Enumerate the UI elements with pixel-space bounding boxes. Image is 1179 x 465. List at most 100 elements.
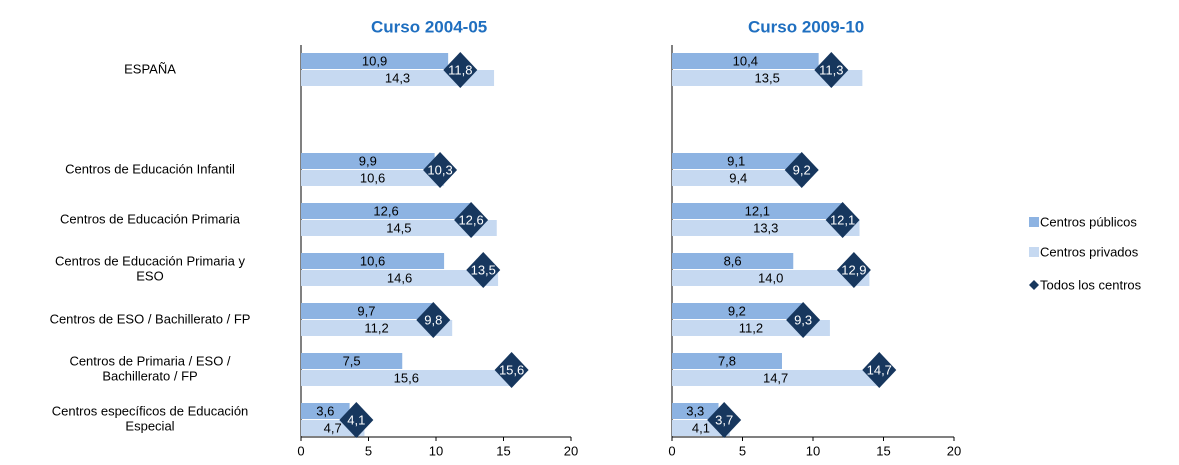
bar xyxy=(301,370,512,386)
diamond-marker xyxy=(339,402,374,438)
data-label: 10,3 xyxy=(427,162,452,177)
panel-title: Curso 2004-05 xyxy=(371,17,487,36)
x-tick-label: 20 xyxy=(564,443,578,458)
legend-label: Todos los centros xyxy=(1040,277,1142,292)
bar xyxy=(672,303,802,319)
bar xyxy=(672,53,819,69)
diamond-marker xyxy=(786,302,821,338)
bar xyxy=(301,170,445,186)
diamond-marker xyxy=(784,152,819,188)
diamond-marker xyxy=(707,402,742,438)
bar xyxy=(301,203,472,219)
category-label: Centros de ESO / Bachillerato / FP xyxy=(50,311,251,326)
diamond-marker xyxy=(862,352,897,388)
data-label: 3,6 xyxy=(316,403,334,418)
bar xyxy=(301,320,453,336)
data-label: 12,9 xyxy=(841,262,866,277)
bar xyxy=(301,70,495,86)
panel-title: Curso 2009-10 xyxy=(748,17,864,36)
category-label: Centros específicos de Educación Especial xyxy=(52,404,249,434)
bar xyxy=(301,353,403,369)
data-label: 12,6 xyxy=(373,203,398,218)
data-label: 4,1 xyxy=(347,412,365,427)
diamond-marker xyxy=(443,52,478,88)
legend-swatch xyxy=(1029,247,1039,257)
bar xyxy=(672,70,863,86)
data-label: 3,3 xyxy=(686,403,704,418)
diamond-marker xyxy=(814,52,849,88)
legend-label: Centros públicos xyxy=(1040,214,1137,229)
data-label: 14,7 xyxy=(867,362,892,377)
data-label: 4,7 xyxy=(324,420,342,435)
x-tick-label: 0 xyxy=(297,443,304,458)
data-label: 9,9 xyxy=(359,153,377,168)
data-label: 14,0 xyxy=(758,270,783,285)
data-label: 13,5 xyxy=(471,262,496,277)
category-label: Centros de Educación Primaria xyxy=(60,211,241,226)
bar xyxy=(672,403,719,419)
data-label: 11,8 xyxy=(448,62,472,77)
data-label: 14,6 xyxy=(387,270,412,285)
x-tick-label: 15 xyxy=(496,443,510,458)
data-label: 14,7 xyxy=(763,370,788,385)
data-label: 4,1 xyxy=(692,420,710,435)
diamond-marker xyxy=(416,302,451,338)
data-label: 9,2 xyxy=(728,303,746,318)
data-label: 8,6 xyxy=(724,253,742,268)
data-label: 9,3 xyxy=(794,312,812,327)
bar xyxy=(672,203,843,219)
diamond-marker xyxy=(466,252,501,288)
data-label: 12,6 xyxy=(458,212,483,227)
data-label: 11,2 xyxy=(364,320,388,335)
category-label: Centros de Primaria / ESO / Bachillerato … xyxy=(69,354,230,384)
legend-swatch xyxy=(1029,217,1039,227)
diamond-marker xyxy=(423,152,458,188)
data-label: 13,3 xyxy=(753,220,778,235)
bar xyxy=(301,253,445,269)
data-label: 9,4 xyxy=(729,170,747,185)
x-tick-label: 20 xyxy=(947,443,961,458)
bar xyxy=(672,253,794,269)
category-label: Centros de Educación Primaria y ESO xyxy=(55,254,246,284)
data-label: 12,1 xyxy=(745,203,770,218)
bar xyxy=(672,170,805,186)
category-label: Centros de Educación Infantil xyxy=(65,161,235,176)
data-label: 10,6 xyxy=(360,170,385,185)
bar xyxy=(672,353,782,369)
data-label: 12,1 xyxy=(830,212,855,227)
data-label: 15,6 xyxy=(394,370,419,385)
data-label: 10,9 xyxy=(362,53,387,68)
x-tick-label: 10 xyxy=(429,443,443,458)
bar xyxy=(672,153,801,169)
legend-swatch xyxy=(1029,280,1039,290)
x-tick-label: 15 xyxy=(876,443,890,458)
bar xyxy=(301,303,432,319)
diamond-marker xyxy=(825,202,860,238)
data-label: 9,2 xyxy=(793,162,811,177)
bar xyxy=(301,53,449,69)
data-label: 10,4 xyxy=(733,53,758,68)
bar xyxy=(672,220,860,236)
data-label: 11,2 xyxy=(739,320,763,335)
data-label: 14,3 xyxy=(385,70,410,85)
bar xyxy=(301,270,499,286)
x-tick-label: 5 xyxy=(365,443,372,458)
data-label: 11,3 xyxy=(819,62,843,77)
diamond-marker xyxy=(454,202,489,238)
data-label: 15,6 xyxy=(499,362,524,377)
data-label: 9,8 xyxy=(424,312,442,327)
diamond-marker xyxy=(494,352,529,388)
data-label: 3,7 xyxy=(715,412,733,427)
data-label: 9,1 xyxy=(727,153,745,168)
data-label: 9,7 xyxy=(357,303,375,318)
category-label: ESPAÑA xyxy=(124,61,176,76)
diamond-marker xyxy=(836,252,871,288)
bar xyxy=(301,153,435,169)
x-tick-label: 5 xyxy=(739,443,746,458)
bar xyxy=(301,403,350,419)
bar xyxy=(672,270,870,286)
bar xyxy=(672,370,880,386)
data-label: 14,5 xyxy=(386,220,411,235)
data-label: 7,8 xyxy=(718,353,736,368)
